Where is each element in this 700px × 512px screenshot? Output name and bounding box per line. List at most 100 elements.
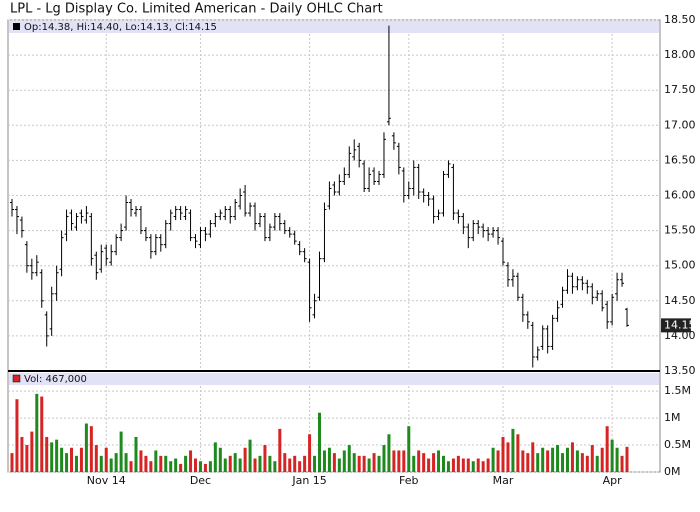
x-tick-label: Nov 14 (87, 474, 126, 487)
volume-bar (337, 458, 341, 472)
volume-bar (511, 428, 515, 472)
y-tick-label: 16.50 (664, 153, 696, 166)
volume-bar (441, 455, 445, 472)
volume-bar (610, 439, 614, 472)
y-tick-label: 0M (664, 465, 681, 478)
volume-bar (625, 446, 629, 472)
last-price-label: 14.15 (664, 318, 696, 331)
y-tick-label: 13.50 (664, 364, 696, 377)
volume-bar (432, 453, 436, 472)
volume-bar (476, 458, 480, 472)
volume-bar (154, 450, 158, 472)
volume-bar (427, 458, 431, 472)
volume-bar (164, 455, 168, 472)
volume-bar (407, 426, 411, 472)
volume-bar (565, 447, 569, 472)
y-tick-label: 0.5M (664, 438, 691, 451)
volume-bar (377, 455, 381, 472)
volume-bar (347, 445, 351, 472)
volume-bar (605, 426, 609, 472)
legend-swatch (12, 374, 21, 383)
volume-bar (243, 447, 247, 472)
x-tick-label: Apr (603, 474, 623, 487)
y-tick-label: 18.00 (664, 48, 696, 61)
volume-bar (531, 442, 535, 472)
volume-bar (516, 434, 520, 472)
volume-bar (253, 458, 257, 472)
volume-bar (451, 458, 455, 472)
volume-bar (273, 461, 277, 472)
volume-bar (615, 447, 619, 472)
volume-bar (322, 450, 326, 472)
volume-bar (70, 447, 74, 472)
volume-bar (45, 436, 49, 472)
y-tick-label: 16.00 (664, 189, 696, 202)
volume-bar (278, 428, 282, 472)
volume-bar (367, 458, 371, 472)
volume-bar (238, 458, 242, 472)
volume-bar (293, 455, 297, 472)
volume-bar (268, 455, 272, 472)
y-tick-label: 18.50 (664, 13, 696, 26)
volume-bar (600, 447, 604, 472)
volume-bar (233, 453, 237, 472)
y-tick-label: 1M (664, 411, 681, 424)
volume-bar (169, 461, 173, 472)
volume-bar (65, 453, 69, 472)
legend-swatch (13, 23, 20, 30)
volume-bar (580, 453, 584, 472)
volume-bar (536, 453, 540, 472)
volume-bar (382, 445, 386, 472)
volume-bar (546, 450, 550, 472)
x-tick-label: Mar (493, 474, 514, 487)
volume-bar (79, 447, 83, 472)
volume-bar (556, 445, 560, 472)
volume-bar (461, 458, 465, 472)
volume-bar (466, 458, 470, 472)
volume-bar (456, 455, 460, 472)
volume-bar (263, 445, 267, 472)
volume-bar (283, 453, 287, 472)
volume-bar (585, 455, 589, 472)
volume-bar (144, 455, 148, 472)
volume-bar (387, 434, 391, 472)
volume-bar (288, 458, 292, 472)
volume-bar (30, 431, 34, 472)
volume-bar (129, 461, 133, 472)
volume-bar (20, 436, 24, 472)
volume-bar (258, 455, 262, 472)
volume-bar (213, 442, 217, 472)
volume-bar (303, 455, 307, 472)
volume-bar (446, 461, 450, 472)
volume-bar (575, 450, 579, 472)
volume-bar (60, 447, 64, 472)
volume-bar (109, 458, 113, 472)
volume-bar (50, 442, 54, 472)
volume-bar (89, 426, 93, 472)
volume-bar (308, 434, 312, 472)
volume-bar (342, 450, 346, 472)
volume-bar (437, 450, 441, 472)
volume-bar (501, 436, 505, 472)
volume-bar (481, 461, 485, 472)
volume-bar (15, 399, 19, 472)
volume-bar (124, 453, 128, 472)
volume-bar (570, 442, 574, 472)
volume-bar (218, 447, 222, 472)
legend-band (9, 373, 659, 385)
volume-bar (506, 442, 510, 472)
volume-bar (228, 455, 232, 472)
volume-bar (402, 450, 406, 472)
x-tick-label: Dec (190, 474, 211, 487)
y-tick-label: 17.50 (664, 83, 696, 96)
volume-bar (40, 396, 44, 472)
volume-bar (184, 455, 188, 472)
last-price-box (661, 318, 691, 333)
volume-bar (298, 461, 302, 472)
volume-bar (94, 445, 98, 472)
volume-bar (55, 439, 59, 472)
volume-bar (541, 447, 545, 472)
volume-bar (99, 455, 103, 472)
volume-bar (223, 458, 227, 472)
